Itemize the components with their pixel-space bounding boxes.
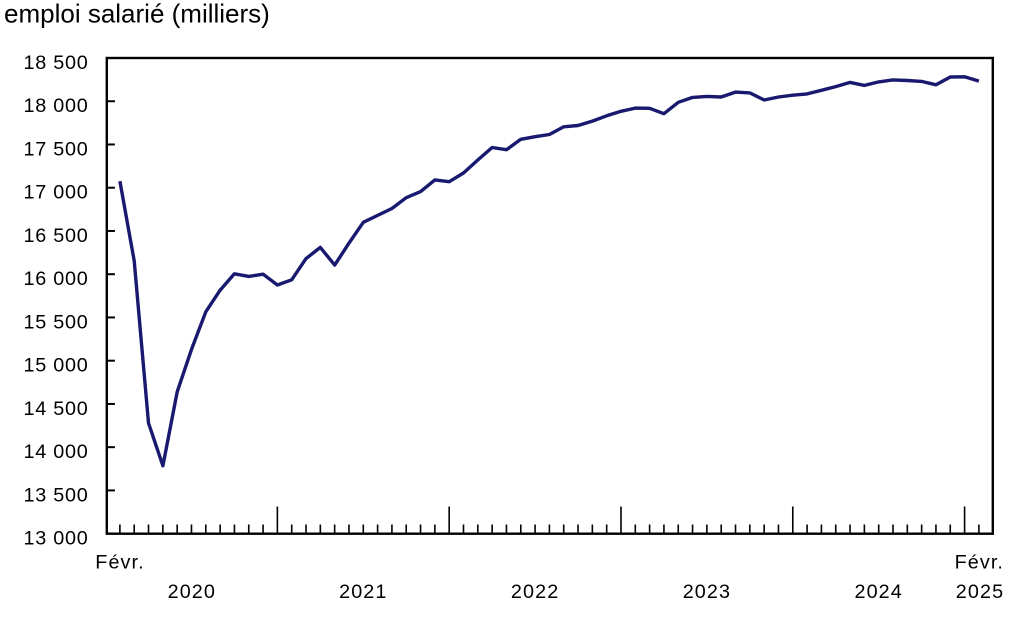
- svg-text:17 000: 17 000: [23, 182, 88, 204]
- svg-text:16 500: 16 500: [23, 225, 88, 247]
- svg-text:2020: 2020: [168, 581, 216, 603]
- svg-text:2022: 2022: [511, 581, 559, 603]
- svg-text:14 000: 14 000: [23, 441, 88, 463]
- svg-text:Févr.: Févr.: [955, 552, 1004, 574]
- svg-text:13 500: 13 500: [23, 484, 88, 506]
- svg-text:2025: 2025: [956, 581, 1004, 603]
- svg-text:2023: 2023: [683, 581, 731, 603]
- svg-text:14 500: 14 500: [23, 398, 88, 420]
- svg-text:15 500: 15 500: [23, 311, 88, 333]
- svg-text:17 500: 17 500: [23, 138, 88, 160]
- svg-text:18 000: 18 000: [23, 95, 88, 117]
- svg-text:16 000: 16 000: [23, 268, 88, 290]
- svg-text:emploi salarié (milliers): emploi salarié (milliers): [4, 0, 270, 29]
- svg-text:Févr.: Févr.: [95, 552, 144, 574]
- svg-text:2024: 2024: [854, 581, 902, 603]
- svg-text:2021: 2021: [339, 581, 387, 603]
- svg-text:15 000: 15 000: [23, 355, 88, 377]
- svg-text:13 000: 13 000: [23, 528, 88, 550]
- svg-text:18 500: 18 500: [23, 52, 88, 74]
